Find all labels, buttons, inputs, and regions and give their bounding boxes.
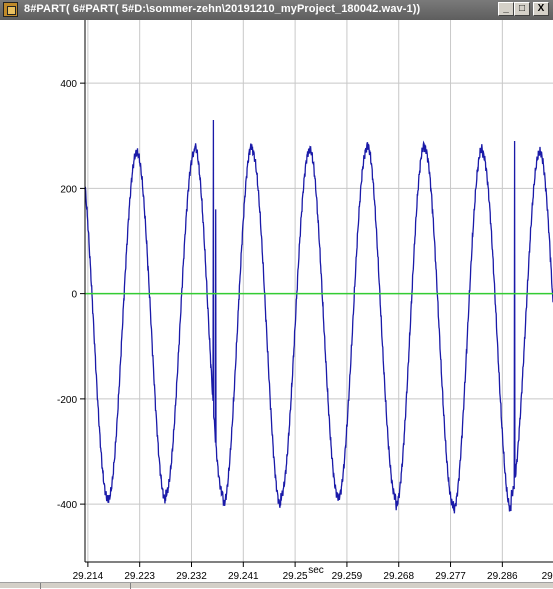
x-tick-label: 29.286 bbox=[487, 571, 518, 582]
x-tick-label: 29.259 bbox=[332, 571, 363, 582]
x-tick-label: 29.29 bbox=[542, 571, 553, 582]
window-title: 8#PART( 6#PART( 5#D:\sommer-zehn\2019121… bbox=[24, 3, 421, 15]
grid-lines bbox=[85, 20, 553, 562]
maximize-button[interactable]: □ bbox=[514, 2, 530, 16]
axes: 400 200 0 -200 -400 29.214 29.223 29.232 29.241 2… bbox=[57, 20, 553, 582]
title-bar[interactable]: 8#PART( 6#PART( 5#D:\sommer-zehn\2019121… bbox=[0, 0, 553, 20]
x-axis-label: sec bbox=[308, 565, 324, 576]
x-tick-label: 29.241 bbox=[228, 571, 259, 582]
y-tick-label: 400 bbox=[60, 79, 77, 90]
x-tick-label: 29.277 bbox=[435, 571, 466, 582]
minimize-button[interactable]: _ bbox=[498, 2, 514, 16]
x-tick-label: 29.232 bbox=[176, 571, 207, 582]
y-tick-label: -400 bbox=[57, 500, 77, 511]
app-icon[interactable] bbox=[3, 2, 18, 17]
x-tick-label: 29.223 bbox=[124, 571, 155, 582]
waveform-series-line bbox=[84, 119, 553, 514]
y-tick-label: -200 bbox=[57, 395, 77, 406]
x-tick-label: 29.268 bbox=[383, 571, 414, 582]
waveform-chart[interactable]: 400 200 0 -200 -400 29.214 29.223 29.232 29.241 2… bbox=[0, 20, 553, 582]
x-tick-label: 29.25 bbox=[283, 571, 308, 582]
status-segment bbox=[40, 583, 131, 589]
status-segment bbox=[0, 583, 41, 589]
close-button[interactable]: X bbox=[533, 2, 549, 16]
y-tick-label: 200 bbox=[60, 184, 77, 195]
x-tick-label: 29.214 bbox=[73, 571, 104, 582]
plot-traces bbox=[84, 119, 553, 514]
y-tick-label: 0 bbox=[71, 290, 77, 301]
status-bar bbox=[0, 582, 553, 589]
